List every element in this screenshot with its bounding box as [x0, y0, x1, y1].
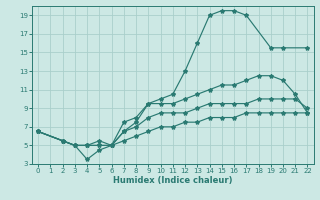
X-axis label: Humidex (Indice chaleur): Humidex (Indice chaleur) — [113, 176, 233, 185]
